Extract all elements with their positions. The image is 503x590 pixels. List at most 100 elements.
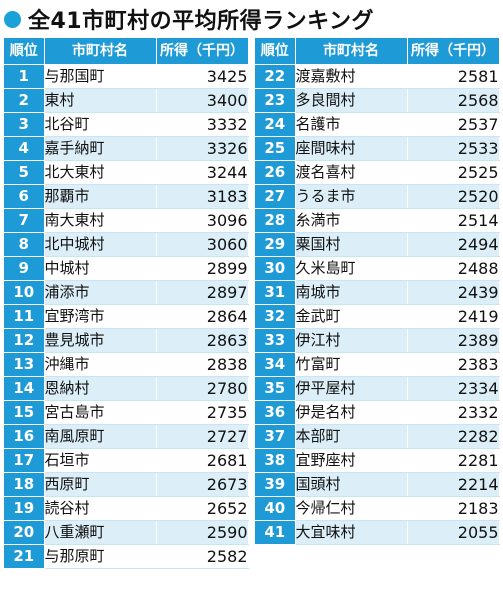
income-cell: 3332 bbox=[156, 112, 249, 137]
rank-cell: 11 bbox=[4, 304, 45, 329]
income-cell: 2780 bbox=[156, 376, 249, 401]
municipality-cell: 北大東村 bbox=[44, 160, 157, 185]
table-row: 39 国頭村 2214 bbox=[255, 472, 500, 497]
income-cell: 3060 bbox=[156, 232, 249, 257]
income-cell: 2581 bbox=[407, 64, 500, 89]
income-cell: 2214 bbox=[407, 472, 500, 497]
municipality-cell: 南風原町 bbox=[44, 424, 157, 449]
table-row: 8 北中城村 3060 bbox=[4, 232, 249, 257]
header-row: 順位 市町村名 所得（千円） bbox=[4, 38, 249, 65]
table-row: 3 北谷町 3332 bbox=[4, 112, 249, 137]
table-body-right: 22 渡嘉敷村 2581 23 多良間村 2568 24 名護市 2537 25 座間味村 2533 2… bbox=[255, 64, 500, 545]
table-row: 31 南城市 2439 bbox=[255, 280, 500, 305]
municipality-cell: 石垣市 bbox=[44, 448, 157, 473]
rank-cell: 27 bbox=[255, 184, 296, 209]
municipality-cell: 伊江村 bbox=[295, 328, 408, 353]
municipality-cell: 豊見城市 bbox=[44, 328, 157, 353]
header-name: 市町村名 bbox=[44, 38, 157, 65]
municipality-cell: うるま市 bbox=[295, 184, 408, 209]
income-cell: 2864 bbox=[156, 304, 249, 329]
income-cell: 2332 bbox=[407, 400, 500, 425]
table-row: 1 与那国町 3425 bbox=[4, 64, 249, 89]
rank-cell: 13 bbox=[4, 352, 45, 377]
rank-cell: 3 bbox=[4, 112, 45, 137]
municipality-cell: 宮古島市 bbox=[44, 400, 157, 425]
rank-cell: 22 bbox=[255, 64, 296, 89]
municipality-cell: 与那国町 bbox=[44, 64, 157, 89]
table-row: 27 うるま市 2520 bbox=[255, 184, 500, 209]
municipality-cell: 那覇市 bbox=[44, 184, 157, 209]
table-row: 34 竹富町 2383 bbox=[255, 352, 500, 377]
page-title: 全41市町村の平均所得ランキング bbox=[28, 9, 374, 34]
rank-cell: 20 bbox=[4, 520, 45, 545]
rank-cell: 36 bbox=[255, 400, 296, 425]
income-cell: 2281 bbox=[407, 448, 500, 473]
table-row: 20 八重瀬町 2590 bbox=[4, 520, 249, 545]
income-cell: 3096 bbox=[156, 208, 249, 233]
page-title-block: 全41市町村の平均所得ランキング bbox=[4, 4, 374, 34]
table-row: 14 恩納村 2780 bbox=[4, 376, 249, 401]
header-row: 順位 市町村名 所得（千円） bbox=[255, 38, 500, 65]
municipality-cell: 与那原町 bbox=[44, 544, 157, 569]
rank-cell: 34 bbox=[255, 352, 296, 377]
rank-cell: 18 bbox=[4, 472, 45, 497]
income-cell: 2673 bbox=[156, 472, 249, 497]
rank-cell: 16 bbox=[4, 424, 45, 449]
municipality-cell: 糸満市 bbox=[295, 208, 408, 233]
rank-cell: 21 bbox=[4, 544, 45, 569]
municipality-cell: 読谷村 bbox=[44, 496, 157, 521]
header-rank: 順位 bbox=[255, 38, 296, 65]
income-cell: 2582 bbox=[156, 544, 249, 569]
income-cell: 3425 bbox=[156, 64, 249, 89]
header-rank: 順位 bbox=[4, 38, 45, 65]
income-cell: 2652 bbox=[156, 496, 249, 521]
municipality-cell: 今帰仁村 bbox=[295, 496, 408, 521]
table-row: 2 東村 3400 bbox=[4, 88, 249, 113]
income-cell: 2488 bbox=[407, 256, 500, 281]
table-row: 12 豊見城市 2863 bbox=[4, 328, 249, 353]
income-cell: 2389 bbox=[407, 328, 500, 353]
income-cell: 2520 bbox=[407, 184, 500, 209]
table-row: 5 北大東村 3244 bbox=[4, 160, 249, 185]
rank-cell: 19 bbox=[4, 496, 45, 521]
municipality-cell: 中城村 bbox=[44, 256, 157, 281]
rank-cell: 33 bbox=[255, 328, 296, 353]
table-row: 38 宜野座村 2281 bbox=[255, 448, 500, 473]
municipality-cell: 嘉手納町 bbox=[44, 136, 157, 161]
municipality-cell: 八重瀬町 bbox=[44, 520, 157, 545]
municipality-cell: 伊平屋村 bbox=[295, 376, 408, 401]
header-income: 所得（千円） bbox=[156, 38, 249, 65]
income-cell: 3244 bbox=[156, 160, 249, 185]
income-cell: 2899 bbox=[156, 256, 249, 281]
table-row: 21 与那原町 2582 bbox=[4, 544, 249, 569]
municipality-cell: 竹富町 bbox=[295, 352, 408, 377]
municipality-cell: 宜野湾市 bbox=[44, 304, 157, 329]
rank-cell: 32 bbox=[255, 304, 296, 329]
income-cell: 2681 bbox=[156, 448, 249, 473]
bullet-dot-icon bbox=[4, 10, 21, 28]
municipality-cell: 久米島町 bbox=[295, 256, 408, 281]
rank-cell: 4 bbox=[4, 136, 45, 161]
income-cell: 2735 bbox=[156, 400, 249, 425]
income-cell: 2419 bbox=[407, 304, 500, 329]
rank-cell: 40 bbox=[255, 496, 296, 521]
rank-cell: 2 bbox=[4, 88, 45, 113]
rank-cell: 14 bbox=[4, 376, 45, 401]
rank-cell: 25 bbox=[255, 136, 296, 161]
municipality-cell: 渡名喜村 bbox=[295, 160, 408, 185]
rank-cell: 24 bbox=[255, 112, 296, 137]
municipality-cell: 浦添市 bbox=[44, 280, 157, 305]
income-cell: 3183 bbox=[156, 184, 249, 209]
municipality-cell: 大宜味村 bbox=[295, 520, 408, 545]
rank-cell: 5 bbox=[4, 160, 45, 185]
rank-cell: 28 bbox=[255, 208, 296, 233]
rank-cell: 10 bbox=[4, 280, 45, 305]
municipality-cell: 座間味村 bbox=[295, 136, 408, 161]
municipality-cell: 北中城村 bbox=[44, 232, 157, 257]
municipality-cell: 南大東村 bbox=[44, 208, 157, 233]
income-cell: 2590 bbox=[156, 520, 249, 545]
rank-cell: 6 bbox=[4, 184, 45, 209]
table-row: 32 金武町 2419 bbox=[255, 304, 500, 329]
ranking-table-right: 順位 市町村名 所得（千円） 22 渡嘉敷村 2581 23 多良間村 2568 24 名護市… bbox=[255, 38, 500, 545]
table-row: 17 石垣市 2681 bbox=[4, 448, 249, 473]
